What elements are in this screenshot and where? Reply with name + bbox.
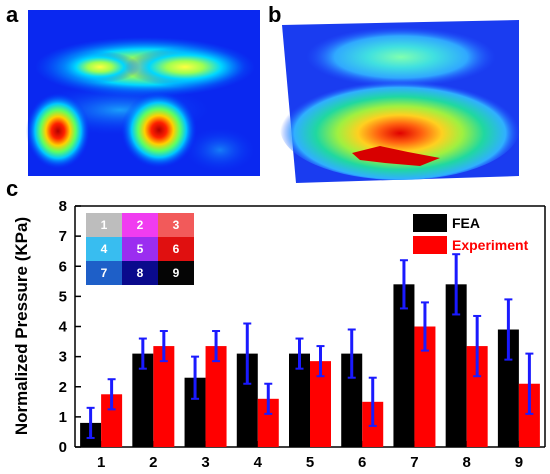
error-bars xyxy=(86,253,534,439)
bar-fea-4 xyxy=(236,353,258,447)
x-tick-label: 9 xyxy=(515,454,523,471)
bar-experiment-1 xyxy=(101,394,123,447)
x-tick-label: 2 xyxy=(149,454,157,471)
sensor-cell-label: 9 xyxy=(173,266,180,280)
sensor-cell-label: 2 xyxy=(137,218,144,232)
sensor-cell-label: 3 xyxy=(173,218,180,232)
panel-label-c: c xyxy=(6,176,18,201)
sensor-cell-label: 5 xyxy=(137,242,144,256)
error-bar-fea-5 xyxy=(295,337,304,370)
x-ticks: 1 2 3 4 5 6 7 8 9 xyxy=(97,441,523,471)
y-axis-title: Normalized Pressure (KPa) xyxy=(12,217,31,435)
panel-label-b: b xyxy=(268,2,281,27)
sensor-cell-7 xyxy=(86,261,122,285)
y-tick-label: 8 xyxy=(59,198,67,215)
bar-experiment-4 xyxy=(257,398,279,447)
y-ticks: 0 1 2 3 4 5 6 7 8 xyxy=(59,198,81,456)
x-tick-label: 8 xyxy=(462,454,470,471)
error-bar-fea-8 xyxy=(452,253,461,316)
error-bar-experiment-1 xyxy=(107,378,116,411)
bar-fea-7 xyxy=(393,284,415,447)
bar-experiment-5 xyxy=(310,361,331,447)
sensor-cell-label: 7 xyxy=(101,266,108,280)
sensor-cell-1 xyxy=(86,213,122,237)
y-tick-label: 6 xyxy=(59,258,67,275)
y-tick-label: 1 xyxy=(59,409,67,426)
bar-fea-9 xyxy=(497,329,519,447)
pressure-map-experiment xyxy=(26,10,260,176)
x-tick-label: 1 xyxy=(97,454,105,471)
bar-experiment-8 xyxy=(466,346,488,447)
y-tick-label: 7 xyxy=(59,228,67,245)
error-bar-experiment-5 xyxy=(316,345,325,378)
error-bar-experiment-4 xyxy=(264,382,273,415)
legend-swatch-experiment xyxy=(413,236,447,254)
x-tick-label: 7 xyxy=(410,454,418,471)
sensor-cell-4 xyxy=(86,237,122,261)
sensor-cell-2 xyxy=(122,213,158,237)
error-bar-fea-9 xyxy=(504,298,513,361)
error-bar-fea-7 xyxy=(399,259,408,310)
bar-fea-6 xyxy=(341,353,363,447)
error-bar-fea-4 xyxy=(243,322,252,385)
error-bar-experiment-6 xyxy=(368,376,377,427)
chart-legend: FEA Experiment xyxy=(413,214,529,254)
sensor-cell-label: 6 xyxy=(173,242,180,256)
x-tick-label: 4 xyxy=(254,454,263,471)
sensor-cell-5 xyxy=(122,237,158,261)
bar-fea-5 xyxy=(289,353,310,447)
legend-label-experiment: Experiment xyxy=(452,237,529,253)
legend-label-fea: FEA xyxy=(452,215,480,231)
bar-experiment-3 xyxy=(205,346,227,447)
bar-fea-2 xyxy=(132,353,154,447)
x-tick-label: 5 xyxy=(306,454,314,471)
sensor-cell-6 xyxy=(158,237,194,261)
error-bar-experiment-3 xyxy=(212,330,221,363)
bars xyxy=(80,284,540,447)
error-bar-experiment-7 xyxy=(420,301,429,352)
y-tick-label: 0 xyxy=(59,439,67,456)
error-bar-experiment-8 xyxy=(473,314,482,378)
sensor-grid-inset: 1 2 3 4 5 6 7 8 9 xyxy=(86,213,194,285)
error-bar-fea-1 xyxy=(86,406,95,439)
error-bar-fea-3 xyxy=(191,355,200,400)
sensor-cell-9 xyxy=(158,261,194,285)
x-tick-label: 6 xyxy=(358,454,366,471)
y-tick-label: 3 xyxy=(59,349,67,366)
error-bar-experiment-2 xyxy=(159,330,168,363)
sensor-cell-8 xyxy=(122,261,158,285)
sensor-cell-3 xyxy=(158,213,194,237)
panel-label-a: a xyxy=(6,2,19,27)
bar-experiment-7 xyxy=(414,326,436,447)
sensor-cell-label: 1 xyxy=(101,218,108,232)
sensor-cell-label: 4 xyxy=(101,242,108,256)
pressure-map-fea xyxy=(280,20,520,183)
bar-experiment-9 xyxy=(518,383,540,447)
x-tick-label: 3 xyxy=(201,454,209,471)
error-bar-fea-6 xyxy=(347,328,356,379)
error-bar-experiment-9 xyxy=(525,352,534,415)
error-bar-fea-2 xyxy=(138,337,147,370)
bar-fea-3 xyxy=(184,377,206,447)
legend-swatch-fea xyxy=(413,214,447,232)
bar-experiment-2 xyxy=(153,346,175,447)
y-tick-label: 5 xyxy=(59,288,67,305)
sensor-cell-label: 8 xyxy=(137,266,144,280)
bar-fea-8 xyxy=(445,284,467,447)
y-tick-label: 4 xyxy=(59,319,68,336)
y-tick-label: 2 xyxy=(59,379,67,396)
